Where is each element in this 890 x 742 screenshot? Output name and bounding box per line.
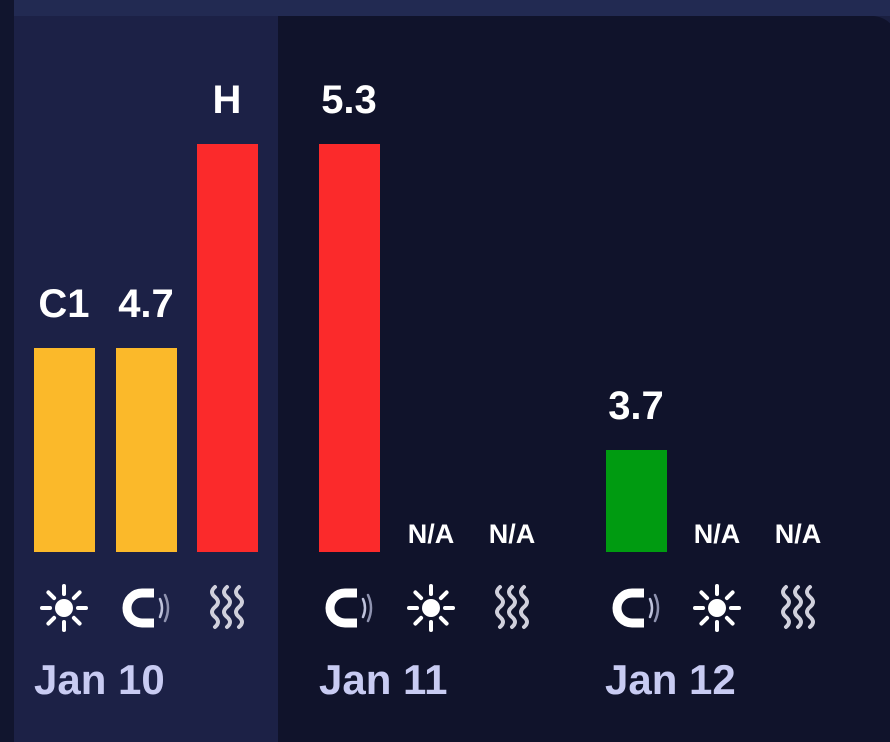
day-label: Jan 11 (319, 656, 448, 703)
magnet-icon (122, 588, 170, 628)
sun-icon (40, 584, 88, 632)
magnet-icon (612, 588, 660, 628)
bar-value-label: 3.7 (608, 384, 664, 428)
bar-value-label: N/A (488, 519, 536, 549)
magnet-icon (325, 588, 373, 628)
bar-jan-10-sun (33, 348, 95, 552)
bar-value-label: C1 (38, 282, 90, 326)
top-strip (0, 0, 890, 16)
waves-icon (210, 585, 244, 629)
sun-icon (693, 584, 741, 632)
sun-icon (407, 584, 455, 632)
bar-value-label: 4.7 (118, 282, 174, 326)
bar-jan-10-magnet (115, 348, 177, 552)
day-label: Jan 10 (34, 656, 165, 703)
bar-jan-11-magnet (318, 144, 380, 552)
day-label: Jan 12 (605, 656, 736, 703)
bar-value-label: H (212, 78, 242, 122)
bar-value-label: N/A (407, 519, 455, 549)
bar-jan-12-magnet (605, 450, 667, 552)
bar-value-label: N/A (693, 519, 741, 549)
waves-icon (781, 585, 815, 629)
bar-jan-10-waves (196, 144, 258, 552)
left-edge (0, 0, 14, 742)
waves-icon (495, 585, 529, 629)
bar-value-label: 5.3 (321, 78, 377, 122)
bar-value-label: N/A (774, 519, 822, 549)
